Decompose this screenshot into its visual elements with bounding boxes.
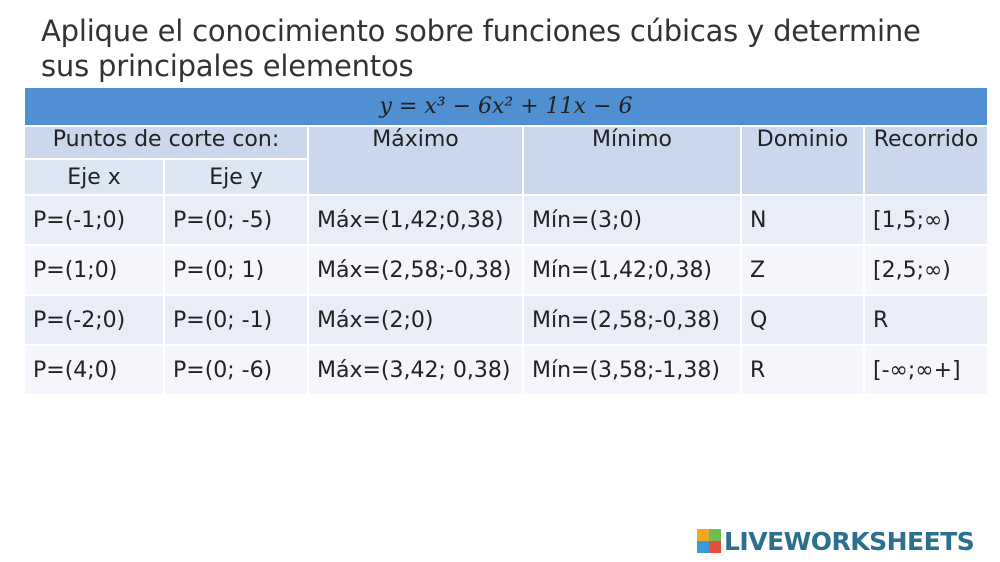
instruction-line-2: sus principales elementos: [41, 49, 414, 83]
cell-y: P=(0; -6): [163, 344, 309, 396]
header-domain: Dominio: [740, 125, 865, 196]
cell-x: P=(-1;0): [23, 194, 165, 246]
cell-range: [2,5;∞): [862, 244, 990, 296]
cell-max: Máx=(3,42; 0,38): [307, 344, 524, 396]
header-max: Máximo: [307, 125, 524, 196]
cell-y: P=(0; -5): [163, 194, 309, 246]
cell-y: P=(0; -1): [163, 294, 309, 346]
equation-row: y = x³ − 6x² + 11x − 6: [22, 86, 990, 127]
header-axis-y: Eje y: [163, 158, 309, 196]
header-cuts: Puntos de corte con:: [23, 125, 309, 160]
cell-max: Máx=(1,42;0,38): [307, 194, 524, 246]
cell-x: P=(1;0): [23, 244, 165, 296]
table-row: P=(4;0) P=(0; -6) Máx=(3,42; 0,38) Mín=(…: [23, 344, 990, 396]
cell-domain: N: [740, 194, 865, 246]
cell-max: Máx=(2,58;-0,38): [307, 244, 524, 296]
table-row: P=(-1;0) P=(0; -5) Máx=(1,42;0,38) Mín=(…: [23, 194, 990, 246]
equation: y = x³ − 6x² + 11x − 6: [22, 86, 990, 127]
cell-min: Mín=(1,42;0,38): [522, 244, 742, 296]
subheader-row: Eje x Eje y: [23, 158, 988, 196]
instructions: Aplique el conocimiento sobre funciones …: [41, 14, 941, 84]
table-row: P=(1;0) P=(0; 1) Máx=(2,58;-0,38) Mín=(1…: [23, 244, 990, 296]
cell-min: Mín=(3,58;-1,38): [522, 344, 742, 396]
cell-x: P=(-2;0): [23, 294, 165, 346]
header-row: Puntos de corte con: Máximo Mínimo Domin…: [23, 125, 990, 196]
liveworksheets-logo-icon: [697, 529, 721, 553]
header-range: Recorrido: [862, 125, 990, 196]
cell-domain: Z: [740, 244, 865, 296]
cell-min: Mín=(2,58;-0,38): [522, 294, 742, 346]
cubic-function-table: y = x³ − 6x² + 11x − 6 Puntos de corte c…: [22, 86, 990, 396]
cell-range: [-∞;∞+]: [862, 344, 990, 396]
table-row: P=(-2;0) P=(0; -1) Máx=(2;0) Mín=(2,58;-…: [23, 294, 990, 346]
cell-max: Máx=(2;0): [307, 294, 524, 346]
header-axis-x: Eje x: [23, 158, 165, 196]
header-min: Mínimo: [522, 125, 742, 196]
cell-min: Mín=(3;0): [522, 194, 742, 246]
cell-y: P=(0; 1): [163, 244, 309, 296]
instruction-line-1: Aplique el conocimiento sobre funciones …: [41, 14, 921, 48]
logo-text: LIVEWORKSHEETS: [724, 526, 975, 556]
cell-range: R: [862, 294, 990, 346]
cell-domain: Q: [740, 294, 865, 346]
liveworksheets-logo: LIVEWORKSHEETS: [697, 526, 975, 556]
cell-x: P=(4;0): [23, 344, 165, 396]
cell-domain: R: [740, 344, 865, 396]
cell-range: [1,5;∞): [862, 194, 990, 246]
